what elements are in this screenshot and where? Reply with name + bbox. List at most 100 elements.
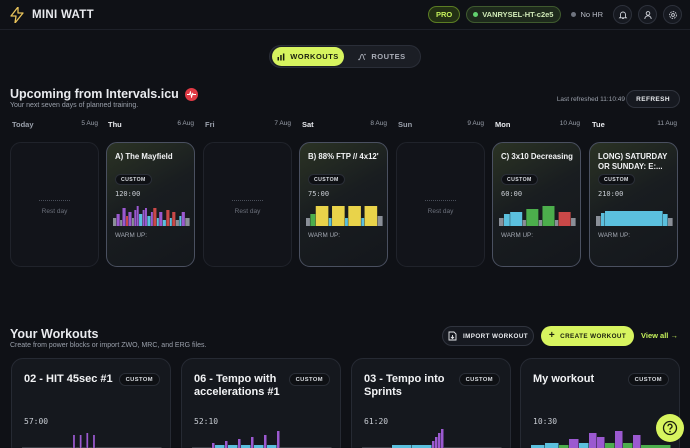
workout-card[interactable]: 02 - HIT 45sec #1 CUSTOM 57:00 [11, 358, 171, 448]
notifications-button[interactable] [613, 5, 632, 24]
profile-block [601, 213, 605, 226]
planned-workout-card[interactable]: C) 3x10 Decreasing CUSTOM 60:00 WARM UP: [492, 142, 581, 267]
profile-block [175, 220, 179, 226]
workout-title: LONG) SATURDAY OR SUNDAY: E:... [598, 152, 668, 171]
profile-block [267, 445, 277, 448]
profile-block [499, 218, 504, 226]
settings-button[interactable] [663, 5, 682, 24]
rest-day-card: Rest day [203, 142, 292, 267]
app-name: MINI WATT [32, 8, 94, 21]
last-refreshed: Last refreshed 11:10:49 [556, 96, 625, 103]
profile-block [503, 214, 510, 226]
profile-block [545, 443, 559, 448]
profile-block [169, 218, 172, 226]
top-bar: MINI WATT PRO VANRYSEL-HT-c2e5 No HR [0, 0, 690, 30]
planned-workout-card[interactable]: A) The Mayfield CUSTOM 120:00 WARM UP: [106, 142, 195, 267]
help-button[interactable] [656, 414, 684, 442]
profile-block [166, 210, 170, 226]
view-switcher: WORKOUTS ROUTES [269, 45, 421, 68]
rest-day-label: Rest day [41, 208, 68, 215]
bell-icon [618, 11, 627, 19]
profile-block [251, 437, 254, 448]
view-all-link[interactable]: View all → [641, 331, 678, 340]
profile-block [596, 216, 601, 226]
custom-tag: CUSTOM [627, 373, 669, 386]
day-header: Sat 8 Aug [302, 120, 387, 129]
profile-block [668, 218, 673, 226]
profile-block [120, 220, 123, 226]
profile-block [162, 220, 166, 226]
profile-block [663, 214, 668, 226]
profile-block [438, 433, 441, 448]
refresh-button[interactable]: REFRESH [626, 90, 680, 108]
profile-block [435, 437, 438, 448]
workout-card-title: 06 - Tempo with accelerations #1 [194, 373, 280, 398]
workout-title: A) The Mayfield [115, 152, 173, 161]
import-workout-button[interactable]: IMPORT WORKOUT [442, 326, 534, 346]
day-header: Thu 6 Aug [108, 120, 194, 129]
custom-tag: CUSTOM [118, 373, 160, 386]
hr-status-label: No HR [580, 10, 603, 19]
profile-block [238, 439, 241, 448]
profile-block [215, 445, 225, 448]
profile-block [131, 218, 134, 226]
rest-day-card: Rest day [396, 142, 485, 267]
profile-block [122, 208, 126, 226]
divider [425, 200, 456, 201]
profile-block [93, 435, 95, 448]
profile-block [589, 433, 597, 448]
profile-block [345, 218, 348, 226]
pro-badge[interactable]: PRO [427, 6, 461, 23]
device-name: VANRYSEL-HT-c2e5 [482, 10, 554, 19]
profile-block [542, 206, 555, 226]
workout-card[interactable]: My workout CUSTOM 10:30 [520, 358, 680, 448]
profile-block [522, 220, 526, 226]
profile-block [134, 210, 137, 226]
profile-block [558, 212, 571, 226]
divider [39, 200, 70, 201]
create-workout-label: CREATE WORKOUT [560, 332, 627, 340]
create-workout-button[interactable]: + CREATE WORKOUT [541, 326, 634, 346]
app-logo[interactable]: MINI WATT [10, 6, 94, 23]
day-header: Sun 9 Aug [398, 120, 484, 129]
profile-block [212, 443, 215, 448]
workout-profile-chart [596, 211, 673, 226]
profile-block [526, 209, 539, 226]
your-workouts-subtitle: Create from power blocks or import ZWO, … [10, 342, 207, 349]
planned-workout-card[interactable]: B) 88% FTP // 4x12' CUSTOM 75:00 WARM UP… [299, 142, 388, 267]
workout-card[interactable]: 03 - Tempo into Sprints CUSTOM 61:20 [351, 358, 511, 448]
profile-block [147, 216, 151, 226]
upcoming-section-title: Upcoming from Intervals.icu [10, 87, 198, 101]
hr-status[interactable]: No HR [567, 10, 607, 19]
profile-block [348, 206, 361, 226]
profile-block [179, 216, 182, 226]
planned-workout-card[interactable]: LONG) SATURDAY OR SUNDAY: E:... CUSTOM 2… [589, 142, 678, 267]
profile-block [377, 216, 383, 226]
device-chip[interactable]: VANRYSEL-HT-c2e5 [466, 6, 562, 23]
profile-block [559, 445, 569, 448]
workout-card-duration: 52:10 [194, 417, 219, 426]
workout-card-duration: 57:00 [24, 417, 49, 426]
profile-block [605, 443, 615, 448]
profile-block [315, 206, 329, 226]
workout-card-duration: 10:30 [533, 417, 558, 426]
gear-icon [668, 10, 677, 19]
profile-button[interactable] [638, 5, 657, 24]
profile-block [306, 218, 310, 226]
profile-block [116, 214, 120, 226]
profile-block [86, 433, 89, 448]
tab-routes[interactable]: ROUTES [346, 47, 418, 66]
workout-card[interactable]: 06 - Tempo with accelerations #1 CUSTOM … [181, 358, 341, 448]
profile-block [361, 218, 365, 226]
upcoming-title: Upcoming from Intervals.icu [10, 87, 179, 101]
profile-block [277, 431, 280, 448]
workout-duration: 75:00 [308, 190, 330, 198]
workout-card-profile [362, 429, 502, 448]
day-header: Today 5 Aug [12, 120, 98, 129]
profile-block [136, 206, 139, 226]
profile-block [113, 218, 117, 226]
profile-block [153, 208, 157, 226]
tab-workouts[interactable]: WORKOUTS [272, 47, 344, 66]
custom-tag: CUSTOM [308, 174, 345, 185]
workout-card-duration: 61:20 [364, 417, 389, 426]
